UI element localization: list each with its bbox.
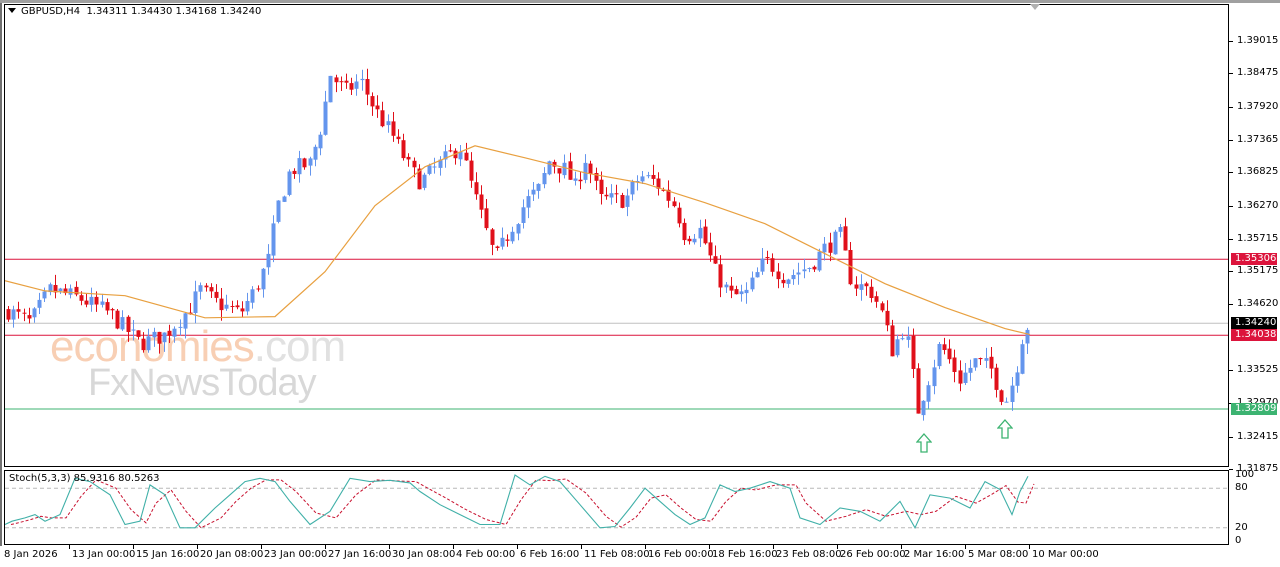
time-tick: [837, 545, 838, 549]
price-tag: 1.34240: [1231, 317, 1277, 330]
price-chart-pane[interactable]: [4, 4, 1229, 467]
indicator-level-label: 20: [1235, 521, 1248, 533]
price-tick: [1229, 106, 1233, 108]
indicator-title: Stoch(5,3,3) 85.9316 80.5263: [9, 473, 160, 484]
price-label: 1.37920: [1237, 100, 1279, 112]
price-tag: 1.32809: [1231, 403, 1277, 415]
price-tick: [1229, 139, 1233, 141]
time-label: 16 Feb 00:00: [648, 549, 714, 560]
price-tick: [1229, 370, 1233, 372]
time-label: 23 Feb 08:00: [776, 549, 842, 560]
time-tick: [261, 545, 262, 549]
up-arrow-icon: [916, 433, 932, 453]
time-label: 27 Jan 16:00: [328, 549, 392, 560]
time-axis[interactable]: 8 Jan 2026 13 Jan 00:00 15 Jan 16:00 20 Jan…: [4, 545, 1229, 567]
time-label: 6 Feb 16:00: [520, 549, 580, 560]
price-label: 1.36270: [1237, 199, 1279, 211]
time-tick: [69, 545, 70, 549]
ohlc-values: 1.34311 1.34430 1.34168 1.34240: [86, 6, 262, 17]
time-label: 13 Jan 00:00: [72, 549, 136, 560]
time-label: 2 Mar 16:00: [904, 549, 965, 560]
price-label: 1.36825: [1237, 166, 1279, 178]
price-tick: [1229, 436, 1233, 438]
dropdown-triangle-icon[interactable]: [8, 8, 16, 13]
time-tick: [709, 545, 710, 549]
indicator-level-label: 0: [1235, 535, 1242, 546]
time-label: 11 Feb 08:00: [584, 549, 650, 560]
indicator-level-label: 80: [1235, 482, 1248, 494]
time-label: 4 Feb 00:00: [456, 549, 516, 560]
time-tick: [325, 545, 326, 549]
price-label: 1.31875: [1237, 463, 1279, 474]
window-left-border: [0, 3, 2, 546]
time-tick: [517, 545, 518, 549]
time-label: 23 Jan 00:00: [264, 549, 328, 560]
price-label: 1.35715: [1237, 232, 1279, 244]
time-label: 30 Jan 08:00: [392, 549, 456, 560]
indicator-level-label: 100: [1235, 469, 1255, 480]
indicator-axis: 100 80 20 0: [1229, 469, 1280, 546]
time-tick: [389, 545, 390, 549]
time-label: 10 Mar 00:00: [1032, 549, 1099, 560]
time-tick: [581, 545, 582, 549]
window-top-border: [0, 0, 1280, 3]
price-label: 1.37365: [1237, 133, 1279, 145]
time-label: 8 Jan 2026: [4, 549, 58, 560]
time-label: 20 Jan 08:00: [200, 549, 264, 560]
price-tag: 1.34038: [1231, 329, 1277, 342]
price-label: 1.38475: [1237, 67, 1279, 79]
time-label: 15 Jan 16:00: [136, 549, 200, 560]
time-tick: [773, 545, 774, 549]
watermark-text-economies: economies: [50, 322, 255, 371]
price-tick: [1229, 73, 1233, 75]
price-label: 1.39015: [1237, 35, 1279, 46]
price-tick: [1229, 238, 1233, 240]
symbol-timeframe: GBPUSD,H4: [21, 6, 81, 17]
price-tick: [1229, 172, 1233, 174]
time-label: 5 Mar 08:00: [968, 549, 1029, 560]
time-label: 26 Feb 00:00: [840, 549, 906, 560]
chart-title[interactable]: GBPUSD,H4 1.34311 1.34430 1.34168 1.3424…: [8, 6, 261, 17]
price-tick: [1229, 271, 1233, 273]
chart-shift-marker-icon[interactable]: [1030, 4, 1040, 10]
watermark-fxnewstoday: FxNewsToday: [88, 362, 317, 404]
time-tick: [901, 545, 902, 549]
time-tick: [453, 545, 454, 549]
time-tick: [965, 545, 966, 549]
price-label: 1.32970: [1237, 398, 1278, 408]
time-tick: [1029, 545, 1030, 549]
price-tick: [1229, 41, 1233, 42]
price-label: 1.35175: [1237, 265, 1279, 277]
price-tag: 1.35306: [1231, 253, 1277, 266]
watermark-economies: economies.com: [50, 322, 346, 372]
time-tick: [133, 545, 134, 549]
price-axis[interactable]: 1.39015 1.38475 1.37920 1.37365 1.36825 1.362…: [1229, 4, 1280, 474]
price-tick: [1229, 205, 1233, 207]
price-label: 1.34620: [1237, 298, 1279, 310]
time-label: 18 Feb 16:00: [712, 549, 778, 560]
price-tick: [1229, 469, 1233, 470]
time-tick: [197, 545, 198, 549]
time-tick: [645, 545, 646, 549]
up-arrow-icon: [997, 419, 1013, 439]
watermark-text-com: .com: [253, 322, 346, 371]
price-tick: [1229, 304, 1233, 306]
price-label: 1.32415: [1237, 430, 1279, 442]
price-label: 1.33525: [1237, 364, 1279, 376]
